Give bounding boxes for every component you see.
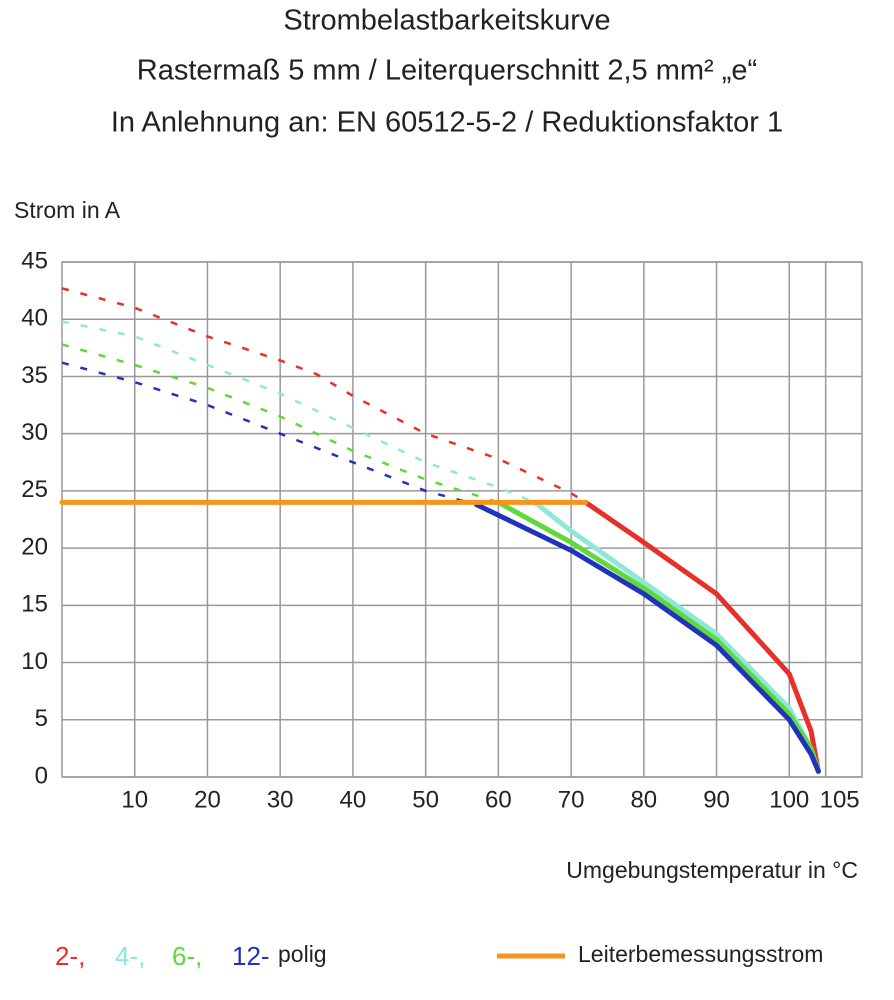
x-tick-label: 10 xyxy=(121,786,148,813)
x-tick-label: 80 xyxy=(630,786,657,813)
y-tick-label: 15 xyxy=(21,591,48,618)
y-tick-label: 30 xyxy=(21,419,48,446)
y-tick-label: 10 xyxy=(21,648,48,675)
plot-area xyxy=(61,261,863,778)
line-dashed xyxy=(61,287,587,504)
y-tick-label: 20 xyxy=(21,533,48,560)
y-tick-label: 40 xyxy=(21,305,48,332)
line-dashed xyxy=(61,343,499,504)
legend-label: 2-, xyxy=(55,941,85,971)
y-axis-label: Strom in A xyxy=(14,197,121,223)
legend-label: Leiterbemessungsstrom xyxy=(578,941,823,967)
legend-label: 4-, xyxy=(115,941,145,971)
x-tick-label: 100 xyxy=(769,786,809,813)
chart-title: Strombelastbarkeitskurve xyxy=(283,5,610,37)
y-tick-label: 0 xyxy=(35,762,48,789)
y-tick-label: 45 xyxy=(21,247,48,274)
line xyxy=(532,499,821,774)
x-tick-label: 40 xyxy=(340,786,367,813)
line xyxy=(474,502,821,774)
x-tick-label: 105 xyxy=(820,786,860,813)
legend-label: 12- xyxy=(232,941,270,971)
legend-label: 6-, xyxy=(172,941,202,971)
line-dashed xyxy=(61,320,536,504)
chart-subtitle: Rastermaß 5 mm / Leiterquerschnitt 2,5 m… xyxy=(137,55,757,87)
chart-subtitle: In Anlehnung an: EN 60512-5-2 / Reduktio… xyxy=(111,107,783,139)
x-tick-label: 90 xyxy=(703,786,730,813)
line-dashed xyxy=(61,361,477,506)
line xyxy=(583,499,821,774)
legend-suffix: polig xyxy=(278,941,327,967)
y-tick-label: 35 xyxy=(21,362,48,389)
x-tick-label: 60 xyxy=(485,786,512,813)
y-tick-label: 5 xyxy=(35,705,48,732)
x-axis-label: Umgebungstemperatur in °C xyxy=(566,857,858,883)
y-tick-label: 25 xyxy=(21,476,48,503)
x-tick-label: 50 xyxy=(412,786,439,813)
x-tick-label: 30 xyxy=(267,786,294,813)
line xyxy=(495,499,821,774)
x-tick-label: 70 xyxy=(558,786,585,813)
x-tick-label: 20 xyxy=(194,786,221,813)
